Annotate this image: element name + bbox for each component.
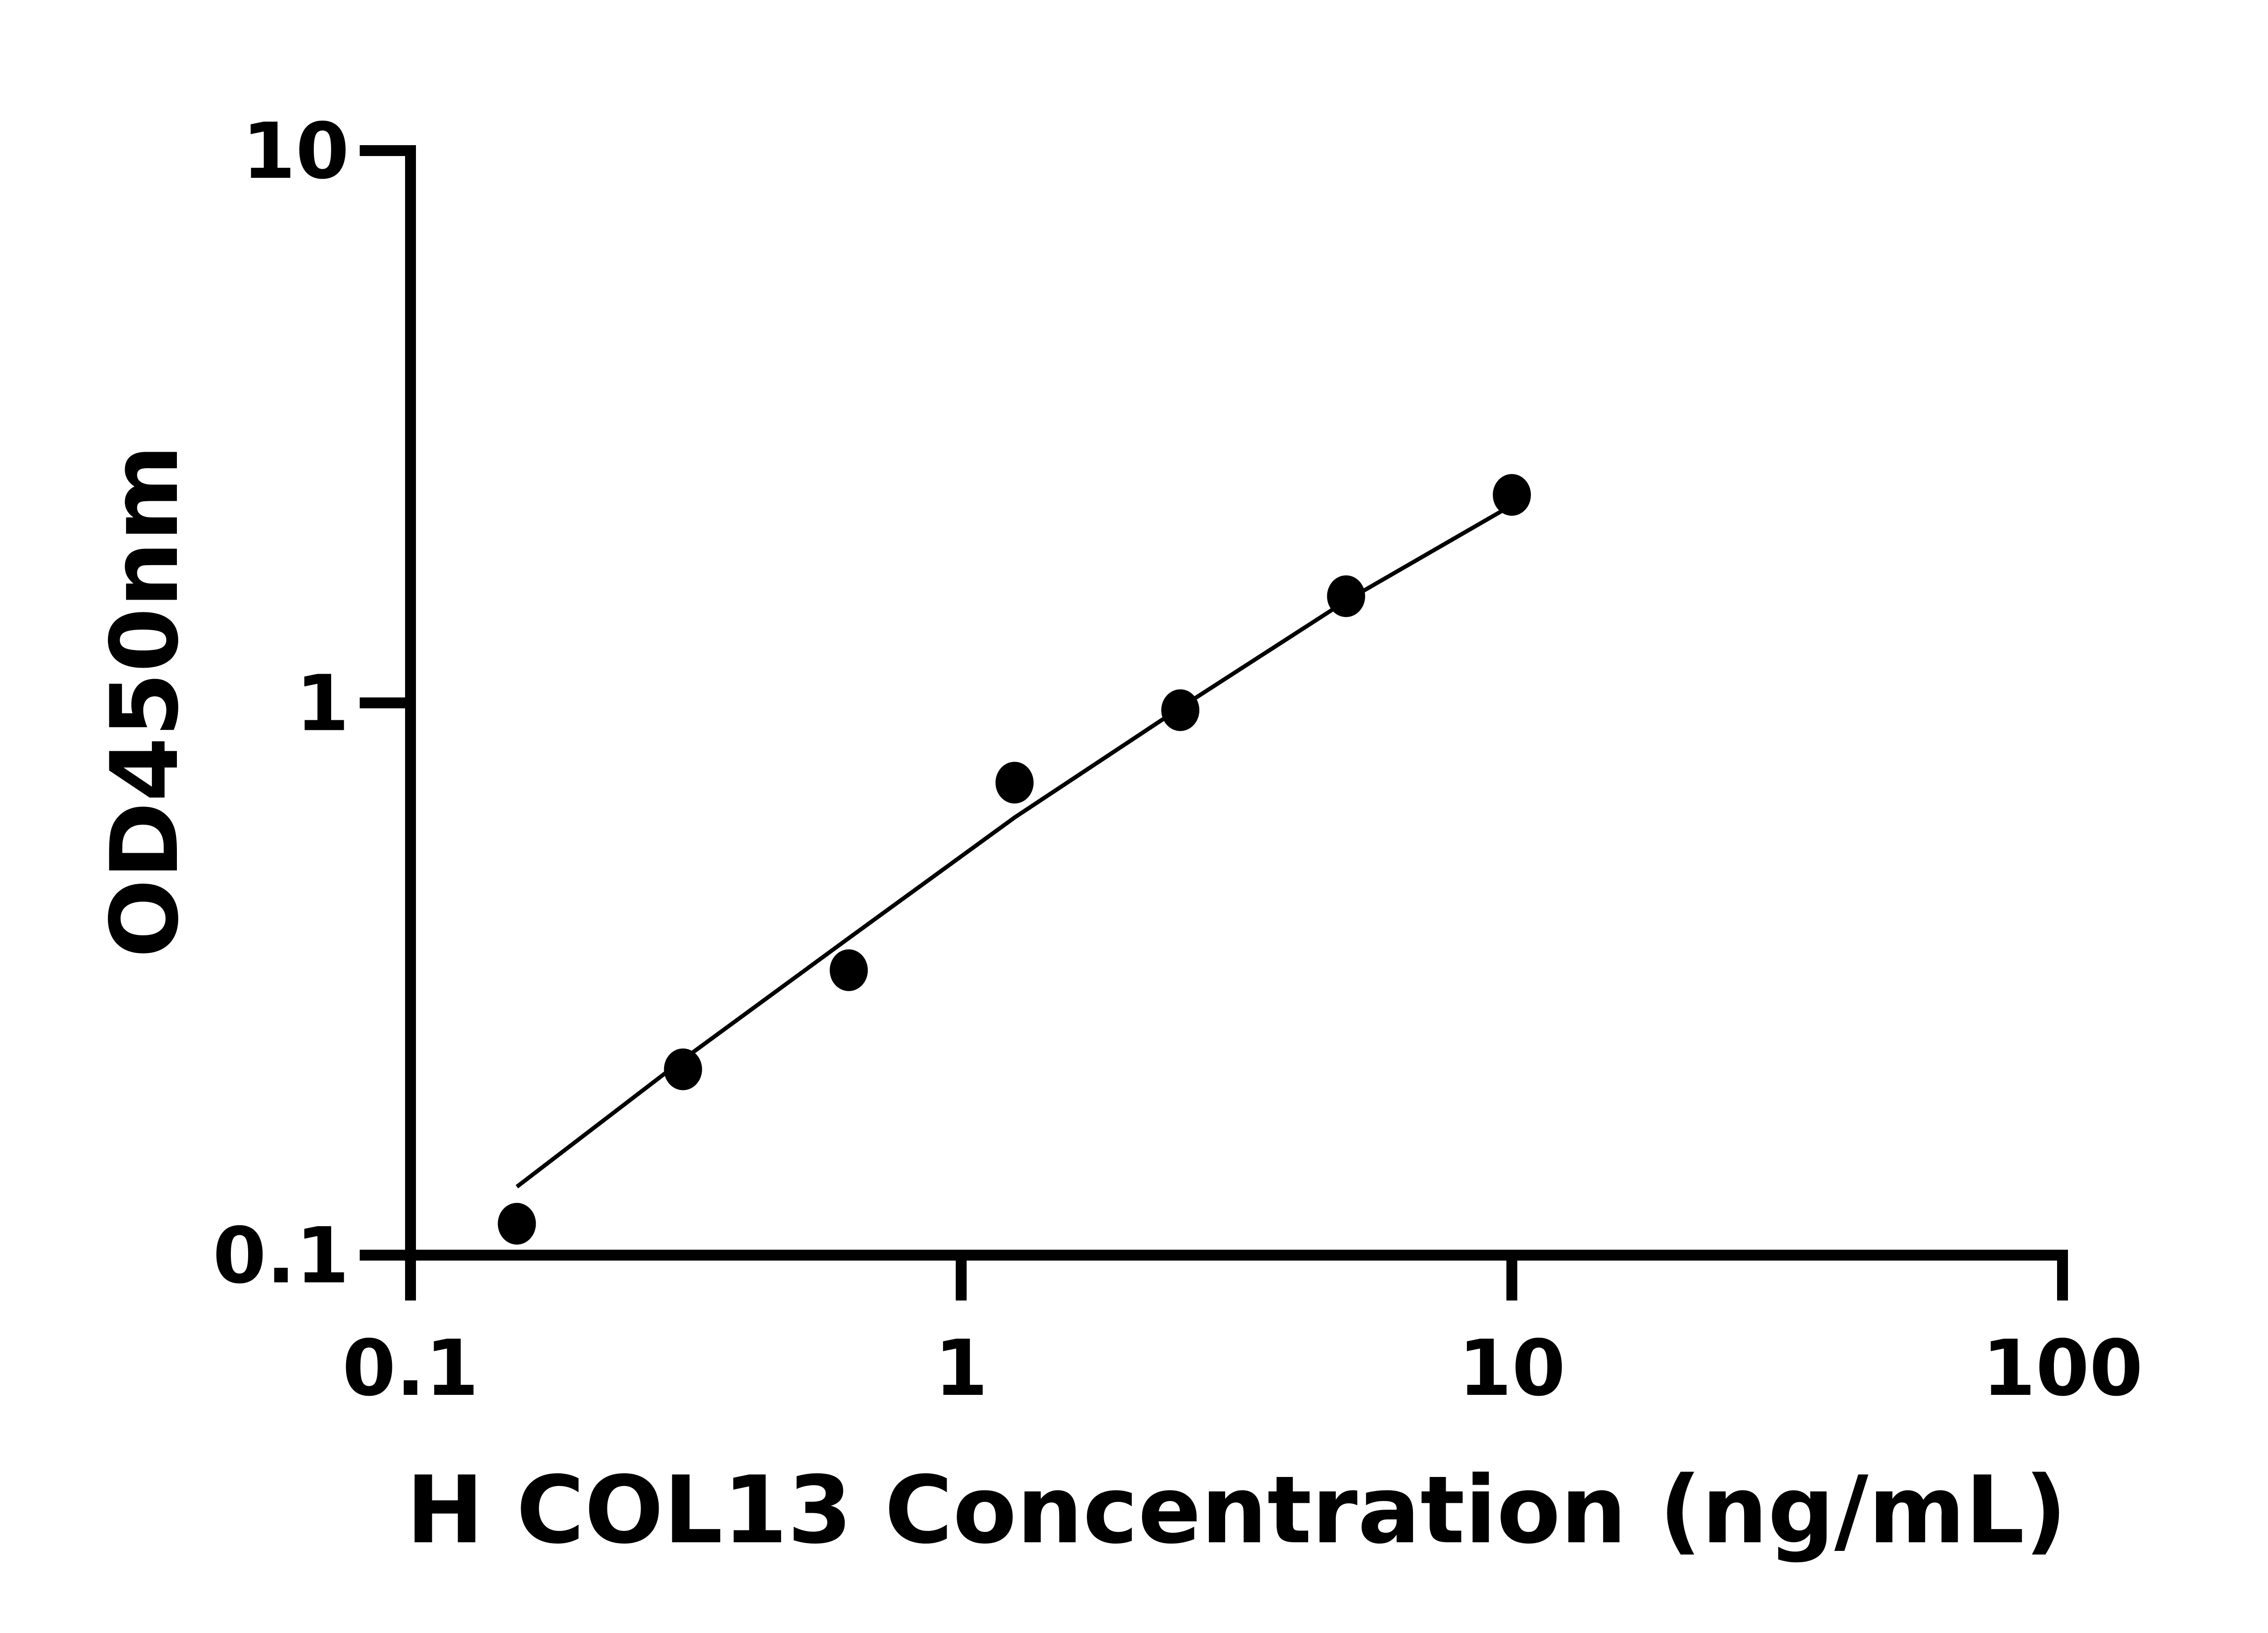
x-tick-label: 10 [1458,1324,1566,1413]
data-point [1493,474,1531,516]
x-axis-title: H COL13 Concentration (ng/mL) [406,1457,2067,1565]
fit-curve [515,503,1513,1188]
data-point [1327,575,1365,617]
y-tick-label: 1 [296,659,349,749]
data-point [830,949,868,991]
y-tick-label: 10 [242,107,349,196]
data-point [1161,689,1200,731]
x-tick-label: 100 [1982,1324,2143,1413]
data-point [498,1203,536,1245]
data-point [664,1048,702,1090]
y-axis-title: OD450nm [91,445,199,958]
axes [360,145,2068,1301]
data-points [498,474,1531,1245]
data-point [995,762,1034,804]
tick-labels: 0.1 1 10 100 0.1 1 10 [213,107,2143,1413]
x-tick-label: 1 [934,1324,988,1413]
x-tick-label: 0.1 [342,1324,479,1413]
y-tick-label: 0.1 [213,1211,349,1301]
